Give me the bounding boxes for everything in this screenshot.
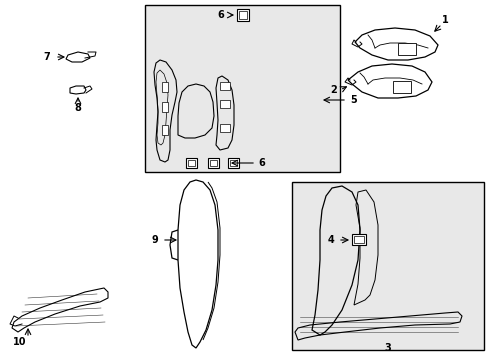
Text: 9: 9 xyxy=(151,235,158,245)
Bar xyxy=(187,160,195,166)
Bar xyxy=(162,82,168,92)
Bar xyxy=(229,160,237,166)
Bar xyxy=(220,124,229,132)
Bar xyxy=(392,81,410,93)
Text: 5: 5 xyxy=(349,95,356,105)
Bar xyxy=(227,158,239,168)
Text: 4: 4 xyxy=(326,235,333,245)
Bar xyxy=(237,9,248,21)
Text: 2: 2 xyxy=(329,85,336,95)
Bar xyxy=(239,11,246,19)
Text: 1: 1 xyxy=(441,15,448,25)
Bar xyxy=(220,100,229,108)
Bar xyxy=(162,102,168,112)
Text: 8: 8 xyxy=(74,103,81,113)
Text: 10: 10 xyxy=(13,337,27,347)
Bar xyxy=(220,82,229,90)
Bar xyxy=(291,182,483,350)
Bar xyxy=(162,125,168,135)
Bar xyxy=(353,236,363,243)
Bar xyxy=(209,160,217,166)
Bar xyxy=(207,158,219,168)
Bar xyxy=(397,43,415,55)
Bar xyxy=(145,5,339,172)
Text: 6: 6 xyxy=(217,10,224,20)
Text: 6: 6 xyxy=(258,158,264,168)
Text: 3: 3 xyxy=(384,343,390,353)
Bar xyxy=(185,158,197,168)
Text: 7: 7 xyxy=(43,52,50,62)
Bar xyxy=(351,234,365,245)
